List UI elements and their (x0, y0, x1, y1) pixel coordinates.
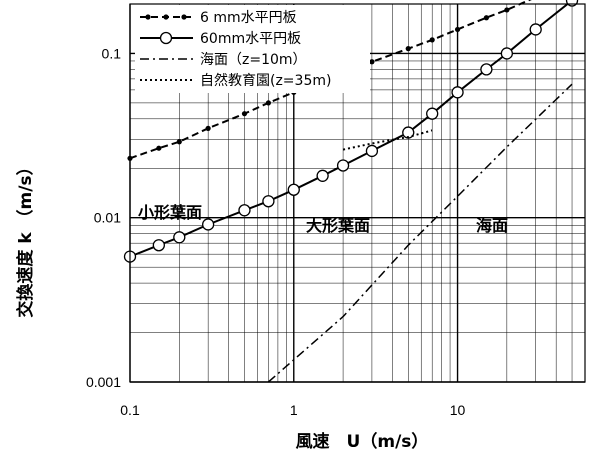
data-point (480, 63, 493, 76)
data-point (504, 7, 510, 13)
data-point (262, 195, 275, 208)
legend-label-2: 海面（z=10m） (200, 52, 307, 68)
data-point (316, 169, 329, 182)
series-line-3 (342, 129, 433, 151)
legend-marker (145, 14, 151, 20)
data-point (402, 126, 415, 139)
legend-label-0: 6 mm水平円板 (200, 10, 297, 26)
data-point (565, 0, 579, 7)
legend-marker (159, 31, 173, 45)
data-point (365, 144, 379, 158)
legend-label-1: 60mm水平円板 (200, 31, 301, 47)
series-line-0 (129, 0, 532, 160)
x-tick-label: 10 (450, 402, 466, 418)
y-tick-label: 0.01 (94, 210, 121, 226)
annotation-large-leaf: 大形葉面 (306, 216, 370, 235)
data-point (287, 183, 300, 196)
data-point (529, 23, 542, 36)
data-point (369, 59, 375, 65)
y-tick-label: 0.001 (86, 374, 121, 390)
data-point (152, 239, 165, 252)
data-point (336, 159, 350, 172)
data-point (429, 37, 435, 43)
legend-marker (163, 14, 169, 20)
annotation-small-leaf: 小形葉面 (138, 203, 202, 222)
data-point (156, 145, 162, 151)
annotation-sea-surface: 海面 (476, 216, 508, 235)
data-point (238, 204, 251, 217)
data-point (201, 218, 215, 231)
plot-frame (129, 3, 586, 383)
data-point (173, 231, 186, 244)
data-point (176, 139, 182, 145)
y-axis-label: 交換速度 k （m/s） (15, 158, 36, 317)
data-point (500, 47, 514, 60)
x-axis-label: 風速 U（m/s） (296, 431, 429, 452)
data-point (405, 46, 411, 52)
legend-marker (181, 14, 187, 20)
data-point (451, 86, 464, 99)
data-point (454, 26, 461, 33)
legend-background (135, 5, 370, 93)
y-tick-label: 0.1 (102, 45, 122, 61)
legend-label-3: 自然教育園(z=35m) (200, 72, 331, 89)
data-point (483, 15, 489, 21)
data-point (241, 111, 248, 117)
series-line-2 (267, 83, 573, 383)
data-point (426, 107, 439, 120)
x-tick-label: 0.1 (120, 402, 140, 418)
data-point (265, 100, 272, 106)
data-point (205, 125, 211, 131)
x-tick-label: 1 (290, 402, 298, 418)
tick-labels: 0.1 1 10 0.001 0.01 0.1 (86, 45, 466, 418)
